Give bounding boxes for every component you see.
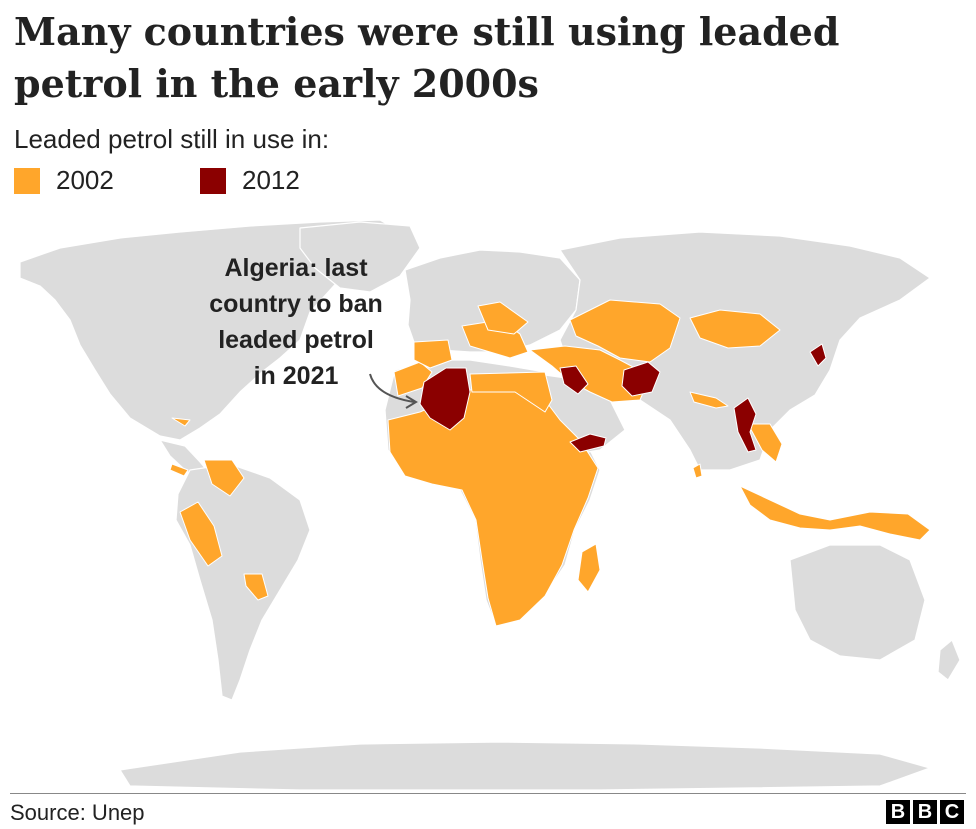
legend-swatch-2002	[14, 167, 40, 194]
land-antarctica	[119, 741, 931, 790]
legend-label-2002: 2002	[56, 165, 114, 195]
land-new-zealand	[937, 639, 961, 681]
region-indonesia	[739, 485, 931, 541]
country-algeria	[419, 367, 471, 431]
annotation-line-1: Algeria: last	[224, 254, 368, 282]
bbc-logo-letter: B	[886, 800, 910, 824]
region-south-asia-small	[689, 391, 729, 409]
legend-label-2012: 2012	[242, 165, 300, 195]
legend-title: Leaded petrol still in use in:	[14, 124, 330, 154]
region-peru	[179, 501, 223, 567]
legend-swatch-2012	[200, 167, 226, 194]
region-madagascar	[577, 543, 601, 593]
countries-2002	[169, 299, 931, 627]
country-iraq	[559, 365, 589, 395]
region-sri-lanka	[692, 463, 703, 479]
region-mongolia	[689, 309, 781, 349]
country-yemen	[569, 433, 607, 453]
legend-item-2012: 2012	[200, 165, 300, 196]
annotation-line-2: country to ban	[209, 290, 383, 318]
land-south-america	[175, 463, 311, 701]
annotation-arrow	[369, 373, 418, 409]
region-indochina	[747, 423, 783, 463]
countries-2012	[419, 343, 827, 453]
region-paraguay	[243, 573, 269, 601]
annotation-arrow-head	[405, 395, 418, 409]
annotation-line-3: leaded petrol	[218, 326, 374, 354]
legend-item-2002: 2002	[14, 165, 114, 196]
bbc-logo-letter: B	[913, 800, 937, 824]
bbc-logo: B B C	[886, 800, 964, 824]
source-note: Source: Unep	[10, 800, 145, 825]
region-venezuela	[203, 459, 245, 497]
world-map	[19, 219, 961, 790]
land-australia	[789, 544, 926, 661]
land-greenland	[299, 221, 421, 293]
country-afghanistan	[621, 361, 661, 397]
region-eastern-europe	[477, 301, 529, 335]
land-europe	[404, 249, 581, 353]
region-caribbean	[171, 417, 191, 427]
annotation-arrow-line	[369, 373, 415, 403]
land-north-america	[19, 219, 401, 441]
region-iberia	[413, 339, 453, 369]
footer-divider	[10, 793, 966, 794]
country-north-korea	[809, 343, 827, 367]
chart-title: Many countries were still using leaded p…	[14, 9, 840, 106]
region-egypt-libya	[469, 371, 553, 413]
region-central-america	[169, 463, 189, 477]
bbc-logo-letter: C	[940, 800, 964, 824]
region-central-asia	[569, 299, 681, 363]
annotation-line-4: in 2021	[253, 362, 339, 390]
algeria-annotation: Algeria: last country to ban leaded petr…	[196, 250, 396, 394]
country-myanmar	[733, 397, 757, 453]
